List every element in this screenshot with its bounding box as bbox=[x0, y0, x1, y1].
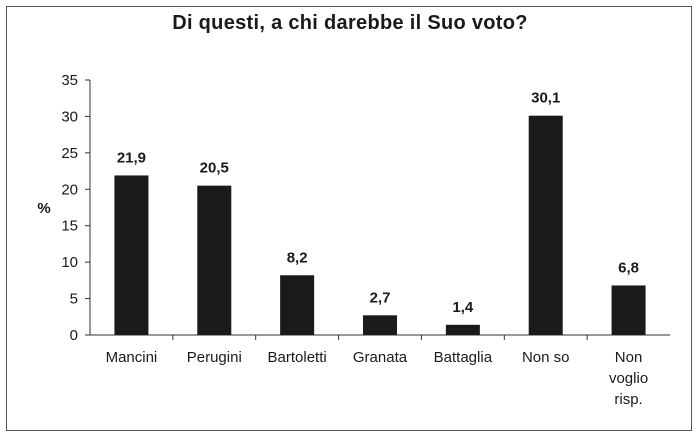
x-tick-label: Non so bbox=[522, 349, 570, 366]
bar bbox=[363, 315, 397, 335]
y-ticks: 0 5 10 15 20 25 30 35 bbox=[61, 72, 90, 344]
y-tick-label: 30 bbox=[61, 108, 78, 125]
bar bbox=[445, 324, 480, 335]
data-label: 1,4 bbox=[452, 299, 474, 316]
x-tick-label: Non bbox=[615, 349, 643, 366]
y-axis-label: % bbox=[37, 200, 50, 217]
x-tick-label: voglio bbox=[609, 370, 648, 387]
x-tick-label: Battaglia bbox=[434, 349, 493, 366]
bar bbox=[197, 185, 232, 335]
y-tick-label: 15 bbox=[61, 218, 78, 235]
bars: 21,9 20,5 8,2 2,7 1,4 30,1 6,8 bbox=[114, 90, 646, 335]
y-tick-label: 0 bbox=[70, 327, 78, 344]
bar bbox=[611, 285, 646, 335]
data-label: 30,1 bbox=[531, 90, 560, 107]
x-tick-label: Mancini bbox=[106, 349, 158, 366]
y-tick-label: 20 bbox=[61, 181, 78, 198]
y-tick-label: 5 bbox=[70, 291, 78, 308]
bar bbox=[114, 175, 149, 335]
data-label: 21,9 bbox=[117, 149, 146, 166]
x-tick-label: Bartoletti bbox=[268, 349, 327, 366]
y-tick-label: 10 bbox=[61, 254, 78, 271]
data-label: 20,5 bbox=[200, 160, 229, 177]
bar bbox=[280, 275, 315, 335]
x-tick-labels: Mancini Perugini Bartoletti Granata Battagli… bbox=[106, 335, 648, 408]
bar bbox=[528, 115, 563, 335]
x-tick-label: Granata bbox=[353, 349, 408, 366]
x-tick-label: Perugini bbox=[187, 349, 242, 366]
data-label: 6,8 bbox=[618, 259, 639, 276]
y-tick-label: 35 bbox=[61, 72, 78, 89]
data-label: 2,7 bbox=[370, 289, 391, 306]
data-label: 8,2 bbox=[287, 249, 308, 266]
chart-title: Di questi, a chi darebbe il Suo voto? bbox=[172, 12, 528, 34]
x-tick-label: risp. bbox=[614, 391, 642, 408]
y-tick-label: 25 bbox=[61, 145, 78, 162]
